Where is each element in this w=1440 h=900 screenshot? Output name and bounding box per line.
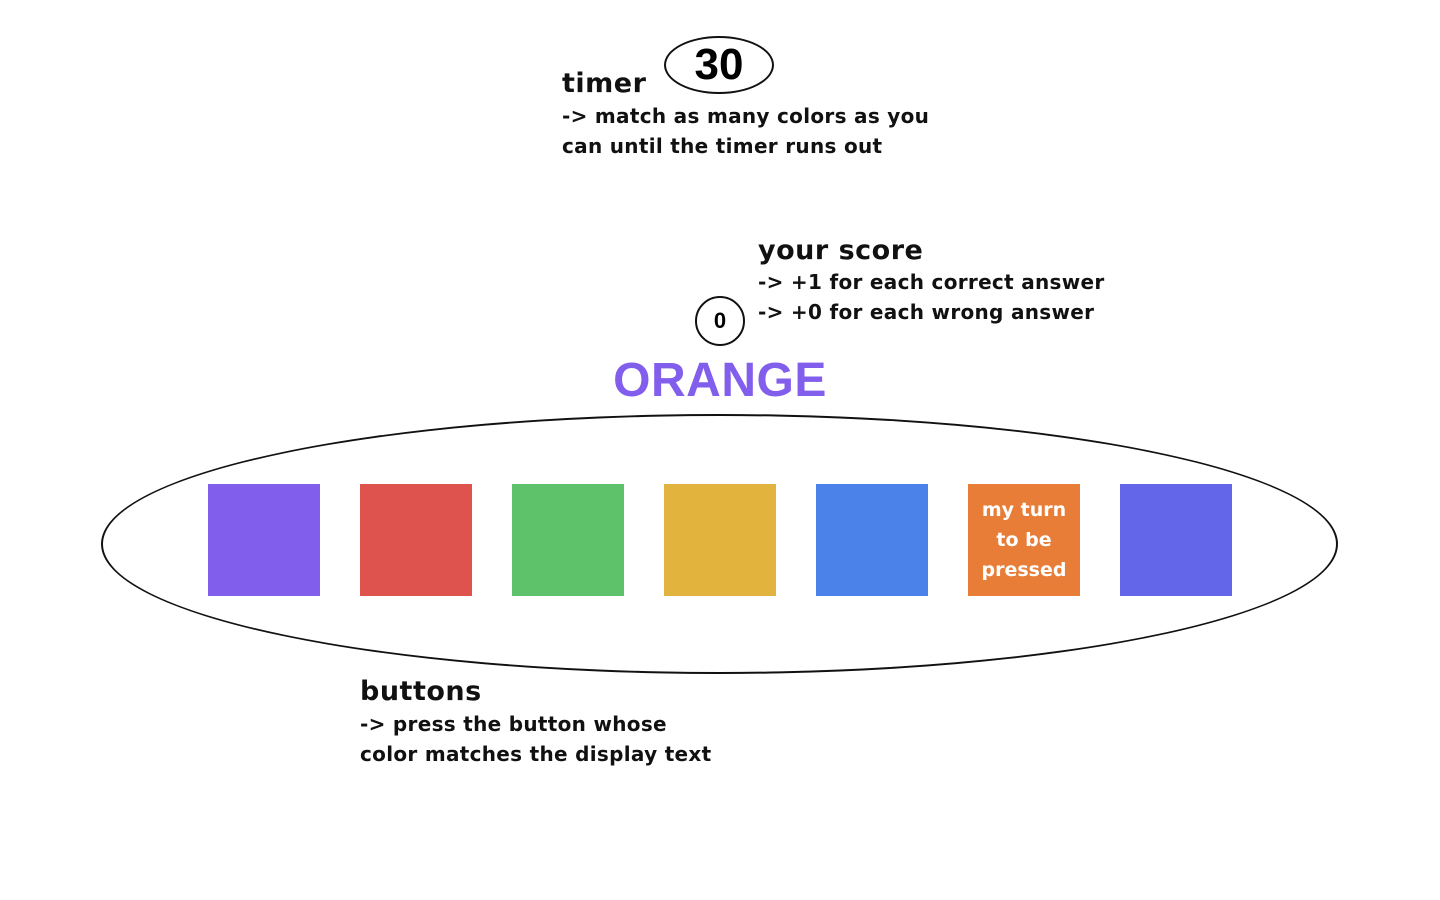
timer-display: 30 <box>664 36 774 94</box>
color-button-1[interactable] <box>208 484 320 596</box>
score-description-line-1: -> +1 for each correct answer <box>758 270 1105 294</box>
buttons-description-line-1: -> press the button whose <box>360 712 667 736</box>
color-button-2[interactable] <box>360 484 472 596</box>
color-button-6[interactable]: my turn to be pressed <box>968 484 1080 596</box>
display-word: ORANGE <box>613 354 827 407</box>
color-button-5[interactable] <box>816 484 928 596</box>
timer-title: timer <box>562 68 647 99</box>
score-title: your score <box>758 235 924 266</box>
buttons-title: buttons <box>360 676 482 707</box>
score-value: 0 <box>713 308 727 333</box>
timer-value: 30 <box>694 40 744 89</box>
color-button-3[interactable] <box>512 484 624 596</box>
score-display: 0 <box>695 296 745 346</box>
buttons-description-line-2: color matches the display text <box>360 742 712 766</box>
buttons-region-outline <box>101 414 1338 674</box>
color-button-6-label: my turn to be pressed <box>981 499 1067 581</box>
score-description-line-2: -> +0 for each wrong answer <box>758 300 1095 324</box>
timer-description-line-1: -> match as many colors as you <box>562 104 930 128</box>
color-button-7[interactable] <box>1120 484 1232 596</box>
color-button-4[interactable] <box>664 484 776 596</box>
color-button-row: my turn to be pressed <box>208 484 1232 596</box>
timer-description-line-2: can until the timer runs out <box>562 134 883 158</box>
